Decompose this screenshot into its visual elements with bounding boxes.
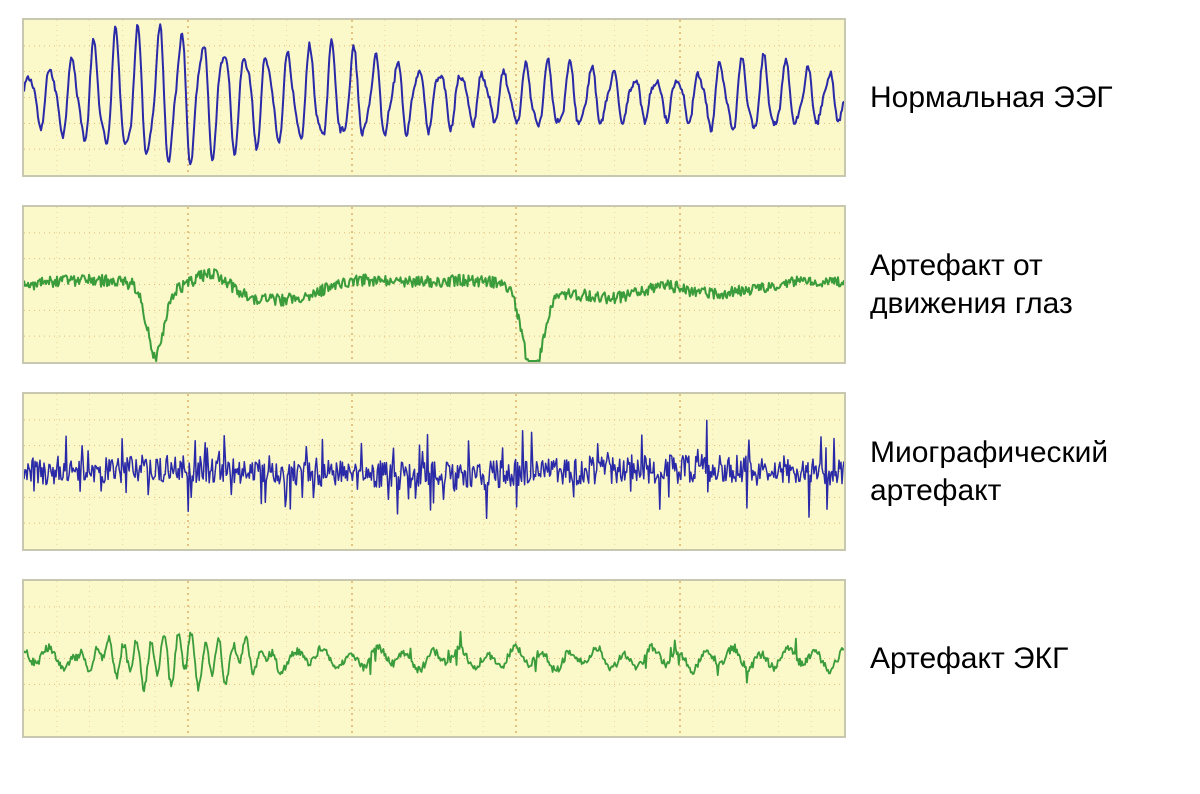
ecg-artifact-chart [22, 579, 846, 738]
signal-row: Артефакт ЭКГ [0, 579, 1200, 738]
eye-movement-panel [22, 205, 846, 364]
emg-artifact-panel [22, 392, 846, 551]
eye-movement-waveform [24, 269, 844, 361]
eye-movement-label: Артефакт от движения глаз [870, 247, 1170, 322]
ecg-artifact-panel [22, 579, 846, 738]
normal-eeg-chart [22, 18, 846, 177]
emg-artifact-chart [22, 392, 846, 551]
ecg-artifact-label: Артефакт ЭКГ [870, 640, 1068, 678]
signal-row: Артефакт от движения глаз [0, 205, 1200, 364]
eye-movement-chart [22, 205, 846, 364]
emg-artifact-waveform [24, 420, 844, 518]
emg-artifact-label: Миографический артефакт [870, 434, 1170, 509]
signal-row: Нормальная ЭЭГ [0, 18, 1200, 177]
signal-row: Миографический артефакт [0, 392, 1200, 551]
normal-eeg-label: Нормальная ЭЭГ [870, 79, 1113, 117]
normal-eeg-waveform [24, 24, 844, 164]
normal-eeg-panel [22, 18, 846, 177]
ecg-artifact-waveform [24, 632, 844, 692]
